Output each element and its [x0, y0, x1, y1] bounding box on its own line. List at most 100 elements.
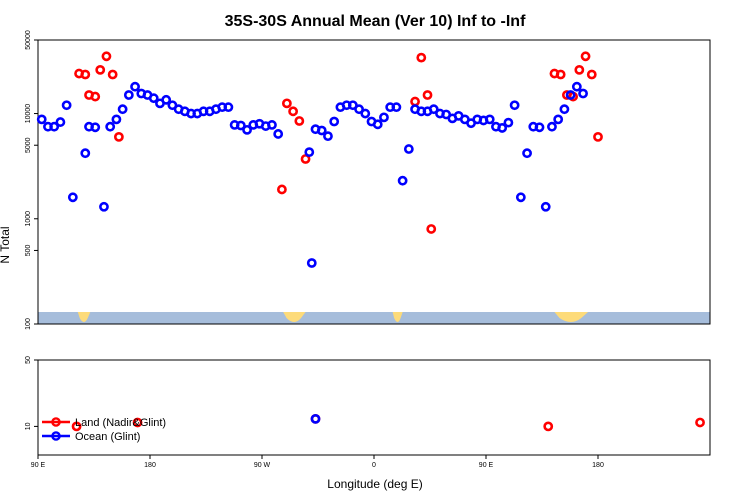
ocean-point — [148, 93, 159, 104]
ocean-point — [123, 90, 134, 100]
ocean-point — [105, 121, 116, 132]
y-tick-label: 5000 — [25, 137, 32, 153]
ocean-point — [61, 100, 72, 111]
map-land-1 — [77, 312, 91, 322]
ocean-point — [49, 121, 60, 132]
legend-label: Land (Nadir&Glint) — [75, 417, 166, 429]
x-tick-label: 180 — [592, 462, 604, 469]
map-strip — [38, 312, 710, 324]
land-point — [410, 96, 420, 107]
x-tick-label: 0 — [372, 462, 376, 469]
land-point — [95, 64, 106, 75]
land-point — [586, 69, 597, 80]
ocean-point — [55, 117, 66, 127]
ocean-point — [391, 102, 402, 113]
chart-title: 35S-30S Annual Mean (Ver 10) Inf to -Inf — [225, 13, 526, 30]
land-point — [294, 116, 305, 126]
legend-marker — [51, 417, 61, 427]
land-point — [90, 91, 101, 102]
ocean-point — [379, 112, 389, 123]
ocean-point — [99, 201, 109, 212]
ocean-point — [428, 104, 439, 115]
chart-marks — [36, 51, 705, 432]
land-point — [695, 417, 705, 428]
ocean-point — [547, 121, 557, 132]
ocean-point — [323, 131, 333, 142]
map-land-3 — [392, 312, 403, 322]
land-point — [580, 51, 591, 62]
ocean-point — [360, 108, 371, 119]
ocean-point — [534, 122, 545, 133]
x-tick-label: 180 — [144, 462, 156, 469]
y-tick-label: 10000 — [25, 104, 32, 124]
upper-panel-frame — [37, 39, 711, 325]
x-tick-label: 90 E — [31, 462, 46, 469]
y-tick-label: 100 — [25, 318, 32, 330]
x-tick-label: 90 W — [254, 462, 271, 469]
ocean-point — [36, 114, 47, 125]
ocean-point — [267, 120, 277, 130]
map-land-2 — [283, 312, 306, 322]
land-point — [277, 184, 287, 195]
ocean-point — [372, 119, 383, 130]
ocean-point — [67, 192, 78, 203]
legend-label: Ocean (Glint) — [75, 431, 140, 443]
ocean-point — [509, 100, 520, 111]
y-tick-label: 50000 — [25, 30, 32, 50]
map-ocean-strip — [38, 312, 710, 324]
land-point — [107, 69, 118, 80]
land-point — [132, 417, 143, 428]
land-point — [426, 224, 437, 234]
ocean-point — [565, 90, 576, 100]
ocean-point — [503, 117, 514, 128]
ocean-point — [522, 148, 532, 159]
axes: 50000 10000 5000 1000 500 100 50 10 90 E 180 90 W 0… — [25, 30, 711, 469]
land-point — [288, 106, 299, 117]
ocean-point — [329, 116, 340, 127]
land-point — [300, 154, 311, 164]
ocean-point — [80, 148, 91, 159]
ocean-point — [553, 114, 564, 125]
y-tick-label: 10 — [25, 422, 32, 430]
ocean-point — [90, 122, 101, 133]
ocean-point — [273, 129, 284, 139]
ocean-point — [111, 114, 122, 125]
land-point — [593, 131, 603, 142]
ocean-point — [223, 102, 234, 113]
ocean-point — [515, 192, 526, 203]
land-point — [101, 51, 112, 62]
y-tick-label: 500 — [25, 245, 32, 257]
ocean-point — [242, 124, 252, 135]
land-point — [555, 69, 566, 80]
map-land-4 — [554, 312, 589, 322]
ocean-point — [161, 94, 172, 105]
land-point — [574, 64, 585, 75]
ocean-point — [484, 114, 495, 125]
x-axis-title: Longitude (deg E) — [327, 477, 422, 491]
land-point — [80, 69, 91, 80]
legend-marker — [51, 431, 61, 441]
ocean-point — [497, 123, 508, 133]
land-point — [71, 421, 82, 432]
land-point — [543, 421, 554, 432]
ocean-point — [540, 201, 551, 212]
ocean-point — [403, 144, 414, 154]
land-point — [416, 52, 427, 63]
land-point — [113, 131, 124, 142]
land-point — [281, 98, 292, 109]
legend: Land (Nadir&Glint) Ocean (Glint) — [42, 417, 166, 443]
ocean-point — [354, 104, 364, 115]
ocean-point — [310, 413, 321, 424]
ocean-point — [130, 81, 140, 92]
y-tick-label: 1000 — [25, 211, 32, 227]
land-point — [422, 90, 433, 100]
ocean-point — [559, 104, 570, 115]
ocean-point — [117, 104, 128, 115]
ocean-point — [571, 81, 582, 92]
ocean-point — [578, 88, 588, 99]
x-tick-label: 90 E — [479, 462, 494, 469]
ocean-point — [316, 125, 327, 136]
ocean-point — [304, 147, 315, 158]
